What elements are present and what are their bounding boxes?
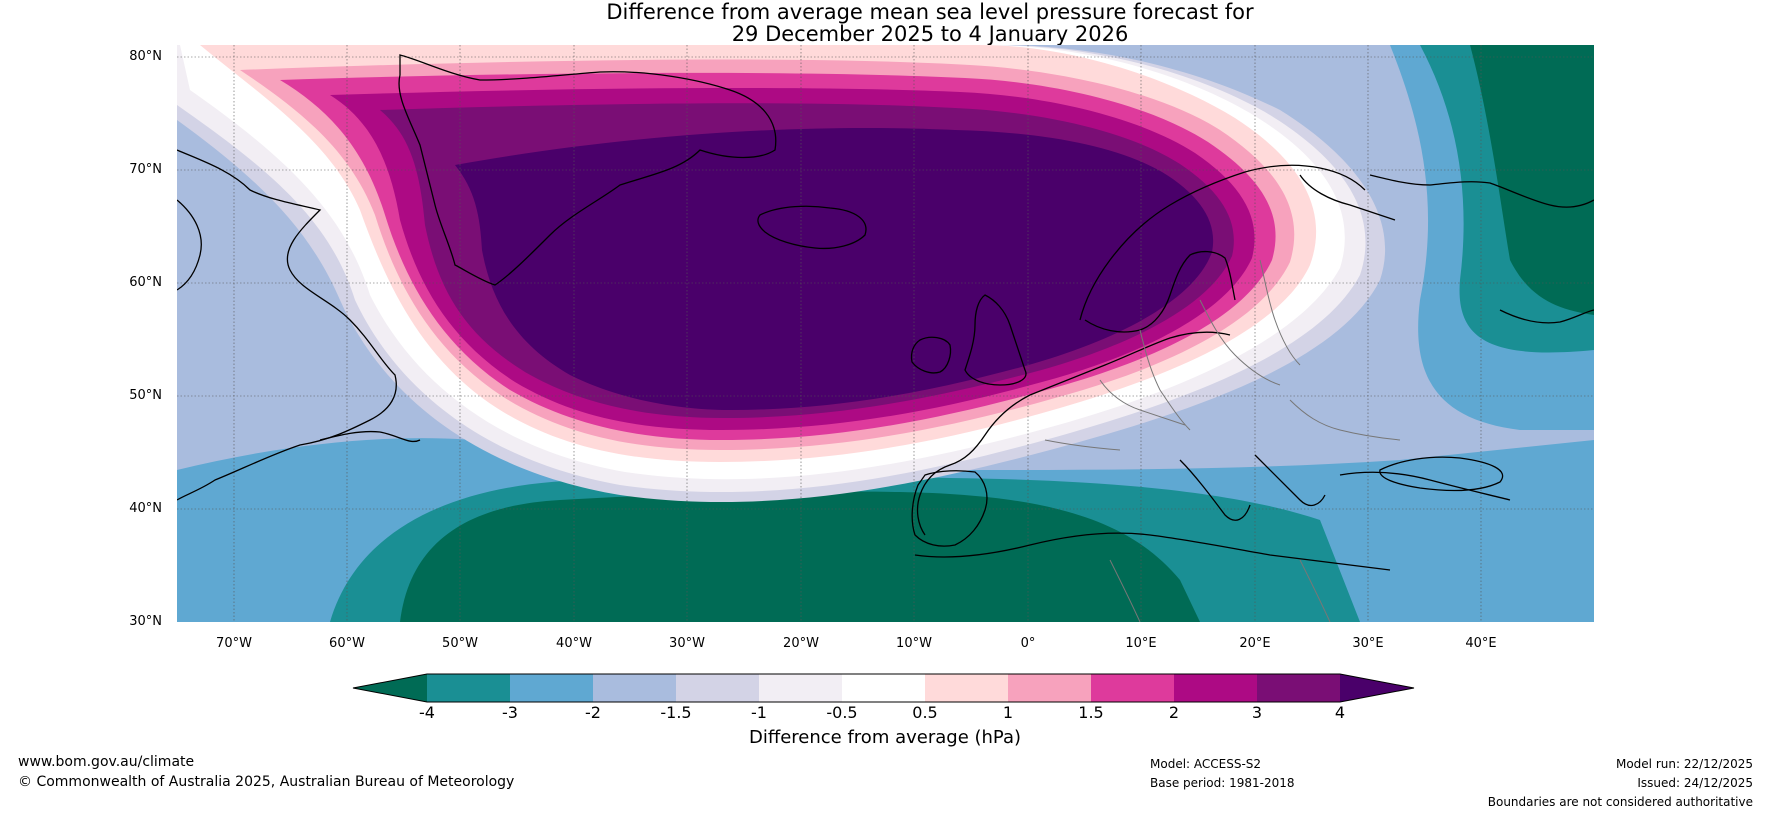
footer-model-run: Model run: 22/12/2025 <box>1615 757 1753 771</box>
lat-label-30n: 30°N <box>129 614 162 629</box>
colorbar-swatch <box>593 674 676 702</box>
footer-copyright: © Commonwealth of Australia 2025, Austra… <box>18 774 515 790</box>
lon-label-0: 0° <box>1020 636 1036 651</box>
colorbar-label: Difference from average (hPa) <box>748 727 1022 748</box>
colorbar-extension-high <box>1340 674 1414 702</box>
footer-model: Model: ACCESS-S2 <box>1150 757 1262 771</box>
colorbar-tick-label: -2 <box>585 703 601 722</box>
lon-label-50w: 50°W <box>442 636 478 651</box>
lon-label-40w: 40°W <box>556 636 592 651</box>
map-title-line-2: 29 December 2025 to 4 January 2026 <box>731 22 1129 46</box>
colorbar-extension-low <box>353 674 427 702</box>
colorbar-tick-label: -0.5 <box>826 703 858 722</box>
lat-label-70n: 70°N <box>129 162 162 177</box>
colorbar-swatch <box>925 674 1008 702</box>
colorbar-tick-label: 1.5 <box>1078 703 1104 722</box>
colorbar-swatch <box>1174 674 1257 702</box>
colorbar-swatches <box>352 673 1415 703</box>
lon-label-30e: 30°E <box>1352 636 1384 651</box>
lon-label-40e: 40°E <box>1465 636 1497 651</box>
country-borders <box>1044 259 1401 622</box>
lon-label-20w: 20°W <box>783 636 819 651</box>
colorbar-swatch <box>1257 674 1340 702</box>
colorbar-tick-label: -1.5 <box>660 703 692 722</box>
lat-label-50n: 50°N <box>129 388 162 403</box>
lon-label-30w: 30°W <box>669 636 705 651</box>
footer-disclaimer: Boundaries are not considered authoritat… <box>1487 795 1753 809</box>
graticule <box>177 45 1594 622</box>
lon-label-60w: 60°W <box>329 636 365 651</box>
colorbar-tick-label: -4 <box>419 703 435 722</box>
colorbar-swatch <box>510 674 593 702</box>
colorbar-swatch <box>676 674 759 702</box>
lat-label-60n: 60°N <box>129 275 162 290</box>
lon-label-20e: 20°E <box>1239 636 1271 651</box>
colorbar-tick-label: -3 <box>502 703 518 722</box>
colorbar-tick-label: 1 <box>1002 703 1014 722</box>
colorbar-tick-label: 0.5 <box>912 703 938 722</box>
coastlines <box>177 54 1594 571</box>
lon-label-70w: 70°W <box>216 636 252 651</box>
map-title-line-1: Difference from average mean sea level p… <box>606 0 1254 24</box>
lat-label-40n: 40°N <box>129 501 162 516</box>
colorbar-swatch <box>427 674 510 702</box>
footer-base-period: Base period: 1981-2018 <box>1150 776 1295 790</box>
lon-label-10e: 10°E <box>1125 636 1157 651</box>
colorbar-tick-label: -1 <box>751 703 767 722</box>
colorbar-swatch <box>1008 674 1091 702</box>
footer-website[interactable]: www.bom.gov.au/climate <box>18 754 195 770</box>
colorbar-swatch <box>842 674 925 702</box>
colorbar-outline <box>352 673 1415 703</box>
lat-label-80n: 80°N <box>129 49 162 64</box>
colorbar-swatch <box>1091 674 1174 702</box>
colorbar-tick-label: 3 <box>1251 703 1263 722</box>
lon-label-10w: 10°W <box>896 636 932 651</box>
colorbar-swatch <box>759 674 842 702</box>
footer-issued: Issued: 24/12/2025 <box>1637 776 1753 790</box>
colorbar-tick-label: 2 <box>1168 703 1180 722</box>
colorbar-tick-label: 4 <box>1334 703 1346 722</box>
